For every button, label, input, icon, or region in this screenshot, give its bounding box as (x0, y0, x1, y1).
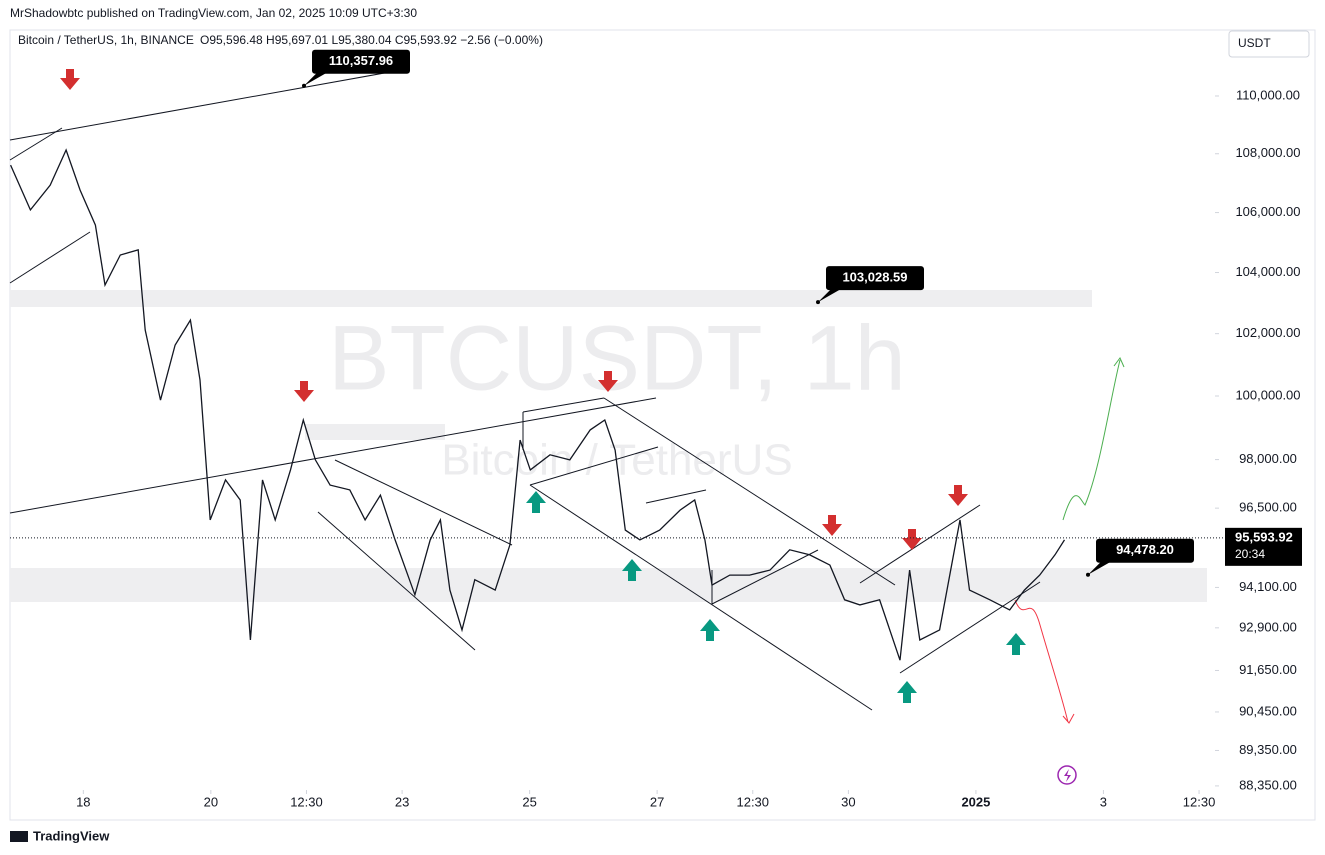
zone (10, 568, 1207, 602)
x-tick-label: 2025 (961, 794, 990, 809)
callout-label: 103,028.59 (842, 270, 907, 285)
drawings (9, 71, 1125, 724)
event-icon-bolt (1064, 769, 1071, 782)
event-icon[interactable] (1057, 765, 1077, 785)
logo-mark (10, 831, 28, 842)
watermark: BTCUSDT, 1h (328, 307, 906, 409)
x-tick-label: 12:30 (736, 794, 769, 809)
x-tick-label: 23 (395, 794, 409, 809)
x-tick-label: 27 (650, 794, 664, 809)
currency-button[interactable] (1228, 30, 1310, 58)
x-tick-label: 12:30 (290, 794, 323, 809)
x-tick-label: 30 (841, 794, 855, 809)
callout-box (826, 266, 924, 291)
callout-label: 94,478.20 (1116, 542, 1174, 557)
callout-box (1096, 538, 1194, 563)
countdown: 20:34 (1235, 547, 1265, 561)
last-price-box (1225, 527, 1302, 566)
callout-pointer (304, 69, 332, 86)
y-tick-label: 94,100.00 (1239, 579, 1297, 594)
pane-border (9, 29, 1316, 821)
y-tick-label: 96,500.00 (1239, 500, 1297, 515)
price-line (10, 148, 1066, 661)
buy-arrows (526, 491, 1026, 703)
currency[interactable]: USDT (1238, 36, 1271, 50)
x-tick-label: 18 (76, 794, 90, 809)
y-tick-label: 102,000.00 (1235, 325, 1300, 340)
callout-box (312, 49, 410, 74)
y-tick-label: 110,000.00 (1236, 87, 1300, 102)
y-tick-label: 91,650.00 (1239, 662, 1297, 677)
ohlc: O95,596.48 H95,697.01 L95,380.04 C95,593… (200, 33, 543, 47)
x-tick-label: 20 (204, 794, 218, 809)
x-tick-label: 25 (522, 794, 536, 809)
footer-logo: TradingView (33, 828, 110, 843)
zone (10, 290, 1092, 307)
y-tick-label: 106,000.00 (1235, 204, 1300, 219)
publisher: MrShadowbtc published on TradingView.com… (10, 6, 417, 20)
callout-label: 110,357.96 (329, 53, 393, 68)
y-tick-label: 98,000.00 (1239, 451, 1297, 466)
y-tick-label: 88,350.00 (1239, 777, 1297, 792)
y-tick-label: 90,450.00 (1239, 703, 1297, 718)
y-tick-label: 89,350.00 (1239, 742, 1297, 757)
x-tick-label: 3 (1100, 794, 1107, 809)
y-tick-label: 92,900.00 (1239, 619, 1297, 634)
sell-arrows (60, 69, 968, 550)
x-tick-label: 12:30 (1183, 794, 1216, 809)
y-tick-label: 108,000.00 (1235, 145, 1300, 160)
last-price-label: 95,593.92 (1235, 529, 1293, 544)
y-tick-label: 100,000.00 (1235, 387, 1300, 402)
zone (305, 424, 445, 440)
symbol-legend: Bitcoin / TetherUS, 1h, BINANCE (18, 33, 194, 47)
y-tick-label: 104,000.00 (1235, 264, 1300, 279)
